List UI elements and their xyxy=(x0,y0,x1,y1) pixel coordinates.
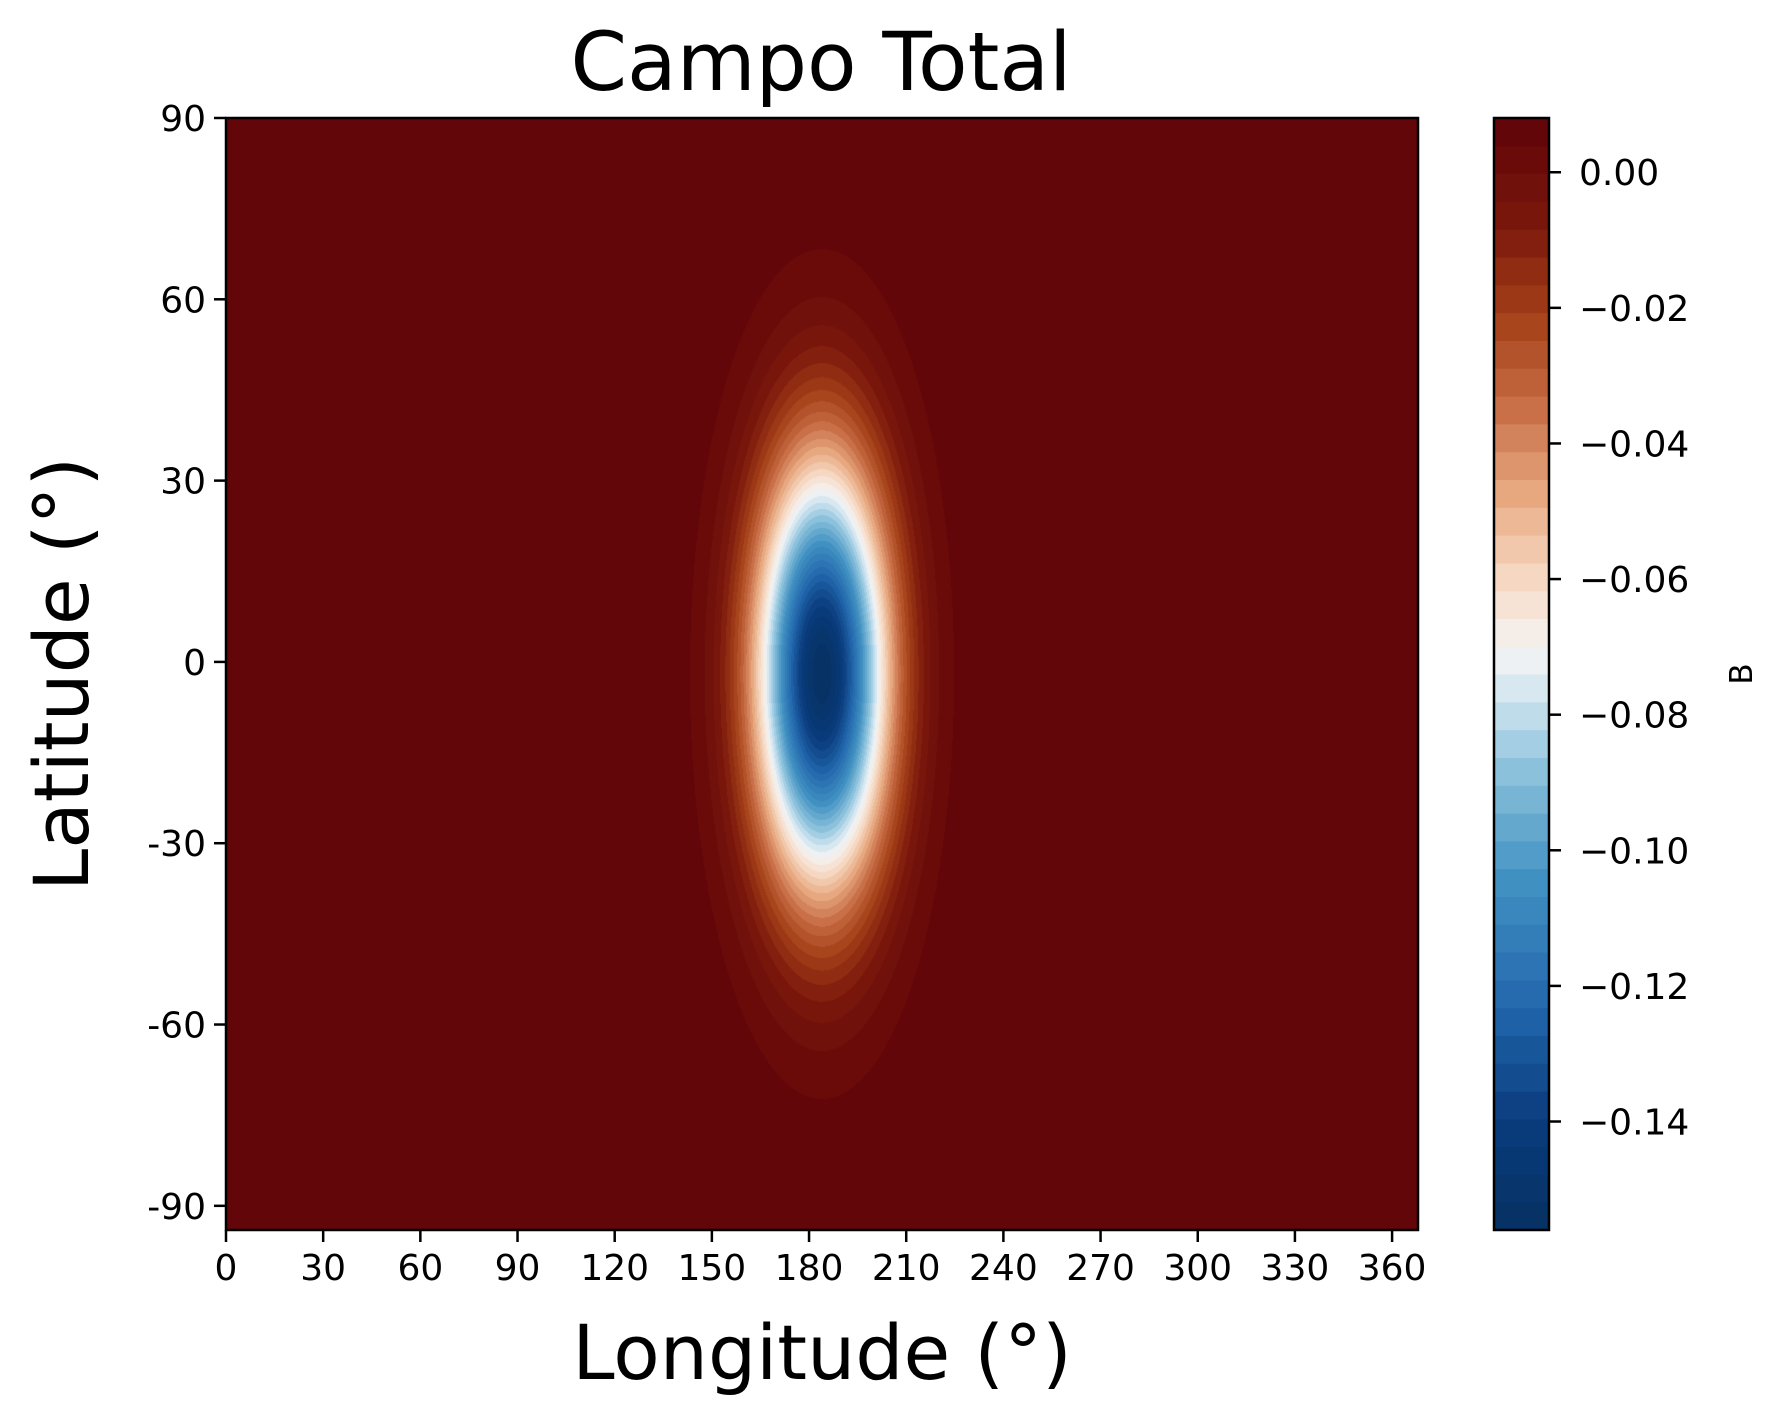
colorbar-band xyxy=(1494,312,1549,341)
colorbar: 0.00−0.02−0.04−0.06−0.08−0.10−0.12−0.14 … xyxy=(1492,116,1760,1232)
colorbar-band xyxy=(1494,1091,1549,1120)
colorbar-band xyxy=(1494,562,1549,592)
x-tick-label: 360 xyxy=(1358,1248,1427,1289)
x-tick-label: 300 xyxy=(1163,1248,1232,1289)
y-tick-label: -60 xyxy=(147,1006,206,1047)
heatmap-field xyxy=(226,118,1418,1230)
colorbar-label: B xyxy=(1724,663,1760,684)
colorbar-band xyxy=(1494,1174,1549,1203)
colorbar-tick-label: 0.00 xyxy=(1579,153,1659,194)
y-axis: 90 60 30 0 -30 -60 -90 xyxy=(147,99,226,1228)
colorbar-tick-label: −0.08 xyxy=(1579,696,1689,737)
colorbar-band xyxy=(1494,145,1549,175)
x-tick-label: 60 xyxy=(397,1248,443,1289)
colorbar-band xyxy=(1494,868,1549,897)
colorbar-band xyxy=(1494,340,1549,369)
colorbar-band xyxy=(1494,674,1549,703)
colorbar-tick-label: −0.04 xyxy=(1579,424,1689,465)
colorbar-band xyxy=(1494,423,1549,453)
colorbar-band xyxy=(1494,840,1549,870)
colorbar-band xyxy=(1494,979,1549,1009)
colorbar-band xyxy=(1494,535,1549,564)
y-tick-label: 90 xyxy=(160,99,206,140)
colorbar-band xyxy=(1494,396,1549,425)
colorbar-band xyxy=(1494,229,1549,258)
colorbar-band xyxy=(1494,507,1549,536)
colorbar-band xyxy=(1494,257,1549,286)
colorbar-band xyxy=(1494,701,1549,731)
y-tick-label: -90 xyxy=(147,1187,206,1228)
x-axis: 0 30 60 90 120 150 180 210 240 270 300 330 360 xyxy=(215,1230,1427,1289)
colorbar-band xyxy=(1494,896,1549,925)
colorbar-band xyxy=(1494,1118,1549,1148)
colorbar-tick-label: −0.02 xyxy=(1579,289,1689,330)
colorbar-band xyxy=(1494,952,1549,981)
colorbar-band xyxy=(1494,646,1549,675)
x-axis-label: Longitude (°) xyxy=(572,1308,1071,1397)
x-tick-label: 330 xyxy=(1261,1248,1330,1289)
y-tick-label: 0 xyxy=(183,643,206,684)
colorbar-ticks: 0.00 −0.02 −0.04 −0.06 −0.08 −0.10 −0.12 −0.14 xyxy=(1549,153,1689,1144)
colorbar-band xyxy=(1494,368,1549,397)
colorbar-tick-label: −0.06 xyxy=(1579,560,1689,601)
colorbar-tick-label: −0.10 xyxy=(1579,831,1689,872)
colorbar-band xyxy=(1494,1035,1549,1064)
colorbar-band xyxy=(1494,1007,1549,1036)
x-tick-label: 120 xyxy=(580,1248,649,1289)
y-tick-label: 60 xyxy=(160,280,206,321)
colorbar-tick-label: −0.12 xyxy=(1579,967,1689,1008)
colorbar-band xyxy=(1494,479,1549,508)
y-tick-label: 30 xyxy=(160,462,206,503)
x-tick-label: 210 xyxy=(872,1248,941,1289)
colorbar-band xyxy=(1494,618,1549,647)
colorbar-band xyxy=(1494,1063,1549,1092)
x-tick-label: 30 xyxy=(300,1248,346,1289)
colorbar-frame xyxy=(1492,116,1551,1232)
plot-frame xyxy=(224,116,1420,1232)
colorbar-band xyxy=(1494,201,1549,230)
x-tick-label: 90 xyxy=(495,1248,541,1289)
plot-area xyxy=(224,116,1420,1232)
colorbar-band xyxy=(1494,729,1549,758)
colorbar-bands xyxy=(1494,118,1549,1231)
y-tick-label: -30 xyxy=(147,824,206,865)
colorbar-band xyxy=(1494,1202,1549,1231)
colorbar-tick-label: −0.14 xyxy=(1579,1103,1689,1144)
colorbar-band xyxy=(1494,590,1549,619)
x-tick-label: 270 xyxy=(1066,1248,1135,1289)
x-tick-label: 180 xyxy=(775,1248,844,1289)
x-tick-label: 0 xyxy=(215,1248,238,1289)
colorbar-band xyxy=(1494,118,1549,147)
colorbar-band xyxy=(1494,813,1549,842)
colorbar-band xyxy=(1494,284,1549,314)
x-tick-label: 240 xyxy=(969,1248,1038,1289)
y-axis-label: Latitude (°) xyxy=(17,457,106,891)
colorbar-band xyxy=(1494,757,1549,786)
colorbar-band xyxy=(1494,1146,1549,1175)
colorbar-band xyxy=(1494,785,1549,814)
colorbar-band xyxy=(1494,173,1549,202)
colorbar-band xyxy=(1494,451,1549,480)
x-tick-label: 150 xyxy=(678,1248,747,1289)
colorbar-band xyxy=(1494,924,1549,953)
chart-title: Campo Total xyxy=(571,16,1072,110)
